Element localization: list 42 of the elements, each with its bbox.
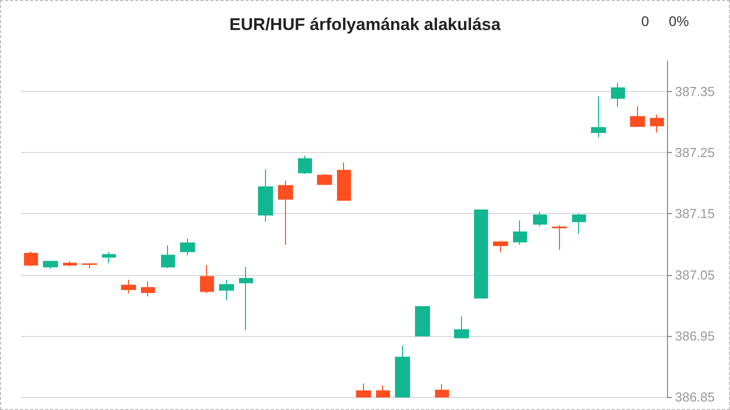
candlestick	[650, 114, 664, 133]
candlestick	[63, 260, 77, 267]
candlestick	[611, 82, 625, 108]
candlestick	[219, 279, 234, 300]
y-tick-label: 387.25	[675, 145, 715, 160]
text: 0%	[668, 13, 689, 29]
candlestick	[43, 260, 58, 270]
candlestick	[337, 162, 351, 201]
y-tick-label: 387.05	[675, 267, 715, 282]
candlestick	[591, 96, 606, 138]
candlestick	[376, 384, 390, 398]
candlestick	[435, 384, 449, 398]
candlestick	[454, 316, 469, 338]
y-tick-label: 386.85	[675, 390, 715, 404]
candlestick	[572, 213, 586, 234]
candlestick	[552, 224, 567, 250]
candlestick	[356, 383, 371, 398]
candlestick	[121, 279, 136, 294]
candlestick	[630, 106, 645, 127]
candlestick	[141, 281, 155, 297]
candlestick	[415, 306, 430, 336]
candlestick	[82, 263, 97, 269]
candlestick	[513, 220, 527, 246]
chart-title: EUR/HUF árfolyamának alakulása	[229, 15, 502, 34]
candlestick	[161, 244, 175, 269]
candlestick	[395, 345, 410, 398]
y-tick-label: 387.15	[675, 206, 715, 222]
candlestick	[239, 266, 253, 330]
candlestick	[278, 180, 293, 246]
candlestick	[533, 211, 547, 228]
candlestick	[102, 252, 116, 264]
candlestick	[180, 238, 195, 256]
y-tick-label: 386.95	[675, 328, 715, 344]
text: 0	[641, 13, 650, 29]
y-tick-label: 387.35	[675, 84, 715, 100]
candlestick	[317, 174, 332, 185]
candlestick	[258, 168, 273, 222]
candlestick	[493, 241, 508, 253]
candlestick	[474, 210, 488, 299]
candlestick	[200, 264, 214, 294]
candlestick	[298, 155, 312, 175]
candlestick	[24, 251, 38, 267]
